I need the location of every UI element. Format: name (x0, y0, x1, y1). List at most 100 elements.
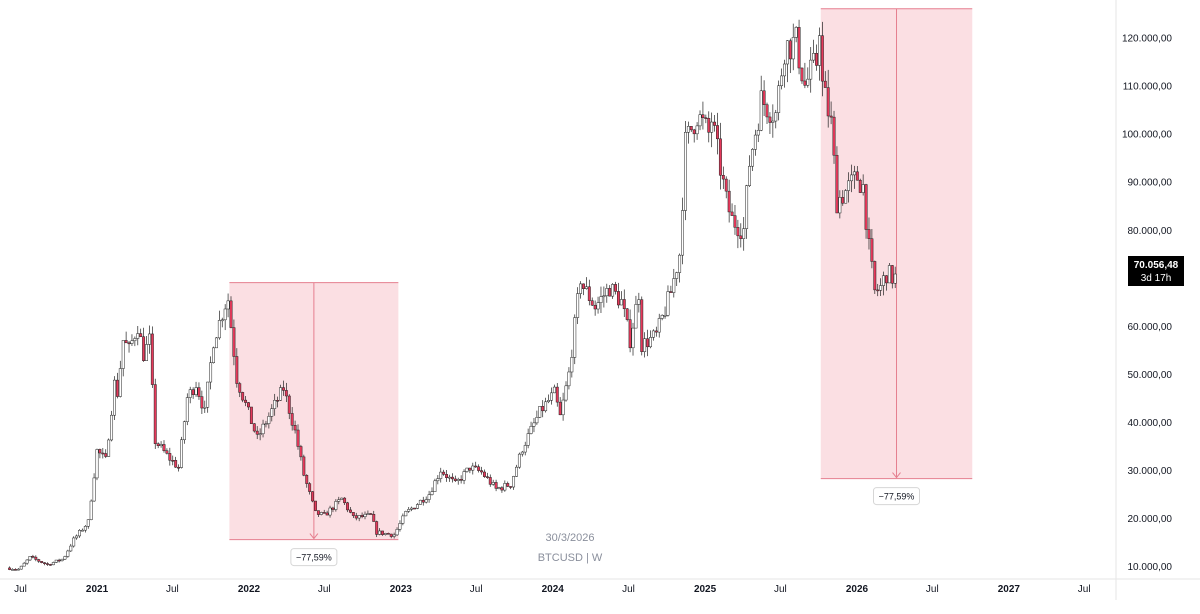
candle-body (692, 129, 696, 135)
candle-body (383, 533, 387, 535)
drawdown-label-text: −77,59% (296, 553, 332, 563)
candle (506, 481, 510, 488)
time-tick-label: Jul (318, 584, 331, 595)
candle (602, 286, 606, 308)
candle-body (191, 389, 195, 395)
candle-body (841, 197, 845, 204)
candle (319, 511, 323, 516)
candle (893, 266, 897, 289)
candle-body (63, 556, 67, 560)
candle-body (797, 27, 801, 69)
candle-body (800, 67, 804, 82)
candle (826, 69, 830, 128)
candle (497, 486, 501, 490)
candle-body (876, 289, 880, 292)
candle (564, 381, 568, 402)
candle (203, 400, 207, 413)
candle-body (220, 319, 224, 322)
candle-body (174, 460, 178, 468)
candle-body (168, 453, 172, 461)
candle-body (649, 337, 652, 348)
candle-body (83, 525, 87, 531)
candle-body (150, 333, 154, 385)
candle (314, 500, 317, 512)
candle-body (745, 185, 749, 229)
candle-body (66, 550, 70, 557)
candle-body (646, 338, 650, 348)
candle (721, 166, 725, 189)
candle-body (733, 215, 737, 228)
candle-body (812, 53, 816, 61)
candle-body (177, 466, 181, 469)
drawdown-layer: −77,59% −77,59% (229, 8, 973, 567)
price-tick-label: 20.000,00 (1128, 514, 1173, 525)
time-tick-label: Jul (622, 584, 635, 595)
candle (115, 372, 119, 399)
candle-body (48, 564, 52, 566)
candle-body (526, 433, 530, 446)
candle-body (721, 175, 725, 180)
candle-body (765, 104, 769, 118)
candle-body (389, 533, 393, 537)
candle-body (430, 491, 434, 495)
candle-body (80, 529, 84, 532)
candle-body (683, 132, 687, 211)
candle (736, 219, 740, 249)
candle (354, 512, 358, 521)
candle-body (695, 125, 699, 135)
candle-body (867, 229, 871, 239)
candle-body (558, 401, 562, 416)
candle (547, 394, 550, 404)
candle (383, 532, 387, 536)
candle (616, 282, 620, 309)
candle (716, 112, 719, 155)
candle-body (835, 154, 839, 214)
candle (584, 277, 588, 290)
candle (413, 507, 416, 510)
candle-body (110, 414, 114, 441)
candle (145, 336, 148, 362)
candle (182, 420, 186, 444)
candle (785, 40, 789, 83)
drawdown-arrow-head (309, 533, 319, 540)
candle (404, 510, 408, 517)
candle (37, 558, 41, 563)
candle (780, 68, 784, 90)
candle-body (480, 470, 483, 473)
candle-body (576, 293, 580, 318)
candle-body (418, 499, 422, 505)
candle-body (162, 444, 166, 451)
candle (124, 331, 128, 344)
axes-layer (0, 0, 1200, 600)
candle (118, 360, 122, 398)
candle (188, 386, 192, 404)
candle (850, 164, 853, 193)
last-price-tag[interactable]: 70.056,48 3d 17h (1128, 256, 1184, 286)
candle (305, 474, 309, 488)
candle (520, 450, 524, 457)
candle-body (98, 449, 102, 454)
candle (867, 217, 871, 250)
candle (150, 326, 154, 388)
candle-body (736, 227, 740, 237)
candle (386, 532, 390, 535)
candle (177, 464, 181, 472)
candle-body (596, 302, 600, 310)
candle-body (16, 568, 20, 571)
candle-body (628, 319, 632, 349)
candle (803, 62, 807, 89)
time-tick-label: 2022 (238, 584, 261, 595)
candle-body (785, 40, 789, 65)
candle-body (72, 537, 76, 547)
candle-body (748, 165, 751, 186)
candle-body (753, 134, 757, 150)
candle-body (281, 387, 285, 391)
candle (608, 285, 612, 297)
candle-body (870, 238, 874, 262)
candle (471, 462, 475, 475)
candle-body (686, 126, 690, 133)
candle-body (369, 513, 373, 515)
candle (214, 337, 218, 349)
